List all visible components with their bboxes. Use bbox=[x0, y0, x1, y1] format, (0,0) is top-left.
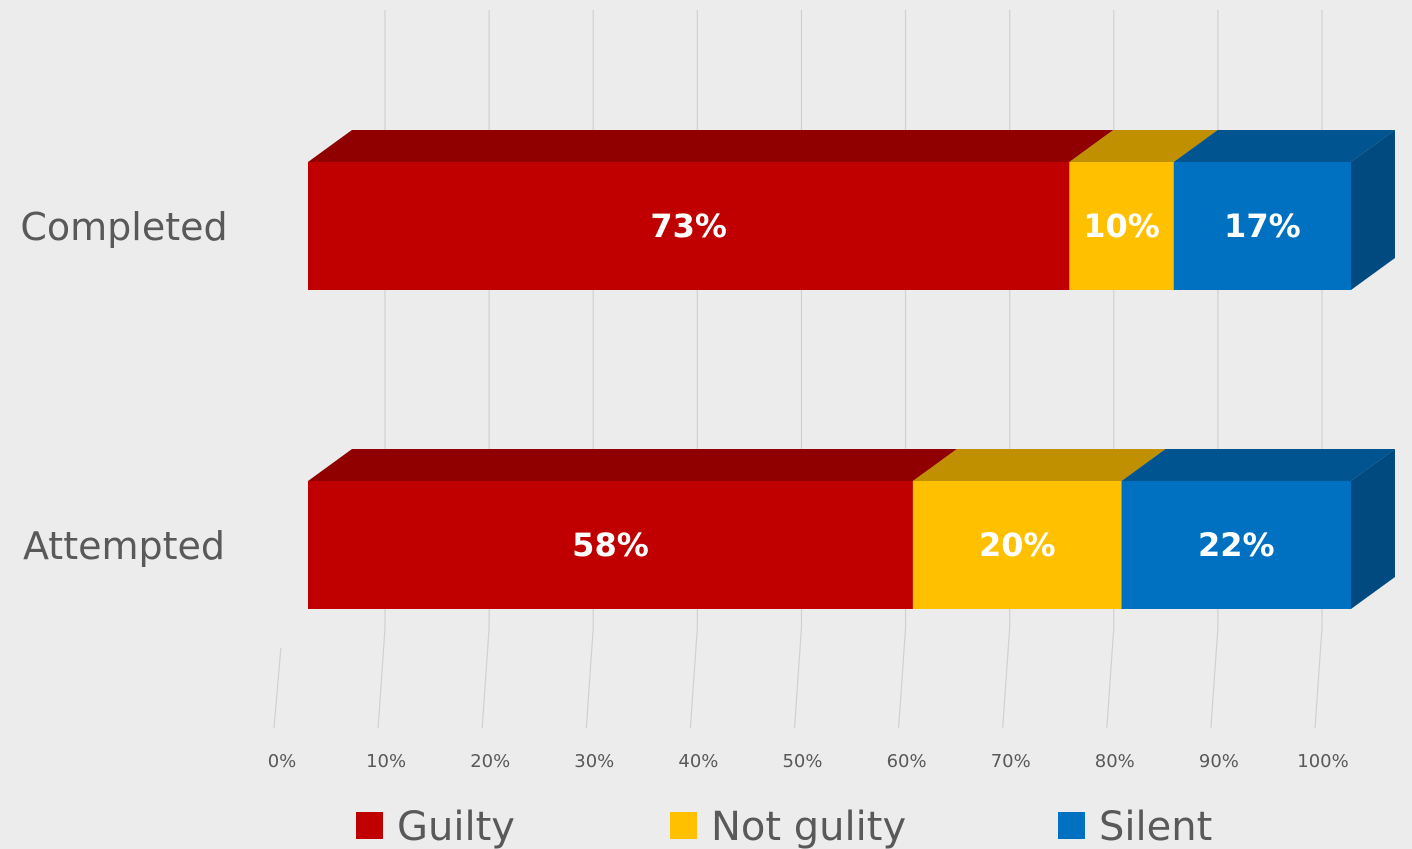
bar-top-face bbox=[1121, 449, 1395, 481]
gridlines bbox=[273, 10, 1323, 729]
bar bbox=[912, 481, 1122, 609]
x-tick-label: 70% bbox=[991, 751, 1031, 772]
bar-segment-not-gulity: 10% bbox=[1069, 130, 1218, 290]
bar bbox=[1069, 162, 1174, 290]
data-label: 73% bbox=[650, 207, 727, 245]
bar-segment-guilty: 58% bbox=[308, 449, 957, 609]
bar-top-face bbox=[1173, 130, 1395, 162]
x-tick-label: 40% bbox=[678, 751, 718, 772]
floor-gridline bbox=[1002, 627, 1011, 729]
category-labels: Completed Attempted bbox=[20, 205, 227, 568]
floor-gridline bbox=[1210, 627, 1219, 729]
legend-item: Guilty bbox=[356, 804, 515, 849]
floor-gridline bbox=[689, 627, 698, 729]
x-tick-label: 10% bbox=[366, 751, 406, 772]
x-axis-ticks: 0% 10% 20% 30% 40% 50% 60% 70% 80% 90% 100% bbox=[268, 751, 1349, 772]
bar-segment-silent: 22% bbox=[1121, 449, 1395, 609]
bar-segment-guilty: 73% bbox=[308, 130, 1114, 290]
legend-label: Guilty bbox=[397, 804, 515, 849]
data-label: 17% bbox=[1224, 207, 1301, 245]
legend-swatch bbox=[670, 812, 697, 839]
floor-gridline bbox=[377, 627, 386, 729]
bar-segment-silent: 17% bbox=[1173, 130, 1395, 290]
category-label: Attempted bbox=[23, 524, 225, 568]
floor-gridline bbox=[585, 627, 594, 729]
x-tick-label: 100% bbox=[1297, 751, 1348, 772]
x-tick-label: 20% bbox=[470, 751, 510, 772]
bar-top-face bbox=[1069, 130, 1218, 162]
bar bbox=[1173, 162, 1351, 290]
data-label: 10% bbox=[1083, 207, 1160, 245]
data-label: 20% bbox=[979, 526, 1056, 564]
bar-top-face bbox=[308, 130, 1114, 162]
bar-top-face bbox=[912, 449, 1166, 481]
x-tick-label: 0% bbox=[268, 751, 297, 772]
legend-item: Silent bbox=[1058, 804, 1212, 849]
data-label: 22% bbox=[1198, 526, 1275, 564]
floor-gridline bbox=[1106, 627, 1115, 729]
x-tick-label: 80% bbox=[1095, 751, 1135, 772]
x-tick-label: 90% bbox=[1199, 751, 1239, 772]
x-tick-label: 50% bbox=[782, 751, 822, 772]
floor-gridline bbox=[481, 627, 490, 729]
legend-label: Not gulity bbox=[711, 804, 906, 849]
category-label: Completed bbox=[20, 205, 227, 249]
floor-gridline bbox=[793, 627, 803, 729]
bar-top-face bbox=[308, 449, 957, 481]
legend-swatch bbox=[1058, 812, 1085, 839]
bar bbox=[308, 162, 1070, 290]
bar-segment-not-gulity: 20% bbox=[912, 449, 1166, 609]
bar bbox=[308, 481, 913, 609]
bar-side-face bbox=[1351, 449, 1395, 609]
data-label: 58% bbox=[572, 526, 649, 564]
floor-gridline bbox=[898, 627, 907, 729]
x-tick-label: 60% bbox=[887, 751, 927, 772]
x-tick-label: 30% bbox=[574, 751, 614, 772]
bars: 73% 10% 17% 58% 20% 22% bbox=[308, 130, 1395, 609]
legend-label: Silent bbox=[1099, 804, 1212, 849]
bar bbox=[1121, 481, 1351, 609]
legend-item: Not gulity bbox=[670, 804, 906, 849]
floor-gridline bbox=[273, 647, 282, 729]
legend-swatch bbox=[356, 812, 383, 839]
bar-side-face bbox=[1351, 130, 1395, 290]
legend: Guilty Not gulity Silent bbox=[356, 804, 1212, 849]
floor-gridline bbox=[1314, 627, 1323, 729]
